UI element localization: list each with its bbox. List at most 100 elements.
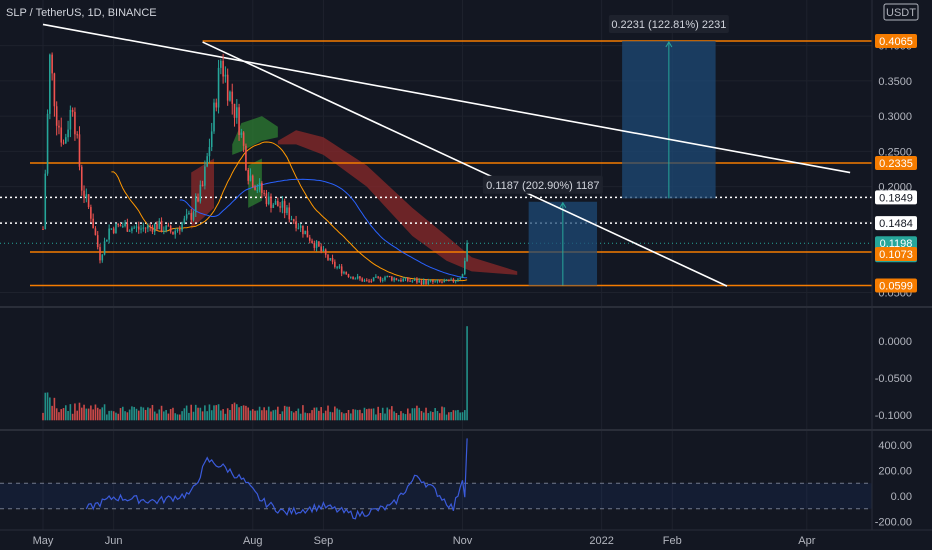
candle — [142, 227, 145, 229]
oscillator-tick-label: 400.00 — [878, 440, 912, 452]
candle — [249, 175, 252, 181]
volume-bar — [124, 411, 126, 421]
trendline-long[interactable] — [42, 23, 851, 174]
volume-bar — [247, 407, 249, 421]
candle — [256, 189, 259, 191]
volume-bar — [110, 410, 113, 421]
candle — [67, 129, 69, 138]
volume-bar — [361, 413, 363, 421]
price-tag-label: 0.4065 — [879, 36, 913, 48]
candle — [213, 102, 215, 132]
volume-bar — [404, 414, 407, 421]
volume-bar — [167, 413, 170, 421]
candle — [190, 213, 192, 220]
currency-button[interactable]: USDT — [883, 3, 919, 21]
candle — [452, 279, 455, 282]
volume-bar — [434, 408, 436, 421]
volume-bar — [267, 406, 270, 421]
volume-bar — [413, 408, 416, 421]
volume-bar — [354, 409, 357, 421]
candle — [183, 218, 186, 224]
price-tag — [875, 34, 917, 48]
volume-bar — [172, 407, 174, 421]
candle — [315, 241, 318, 248]
candle — [265, 193, 268, 205]
candle — [386, 275, 389, 278]
volume-bar — [407, 408, 409, 421]
volume-bar — [65, 405, 67, 421]
volume-bar — [67, 411, 69, 421]
volume-bar — [176, 414, 179, 421]
candle — [308, 237, 311, 241]
volume-bar — [96, 407, 99, 421]
volume-bar — [295, 411, 297, 421]
candle — [313, 243, 316, 248]
candle — [160, 220, 163, 232]
volume-bar — [69, 404, 72, 421]
volume-tick-label: -0.1000 — [875, 410, 912, 422]
pane-separators — [0, 0, 932, 531]
oscillator-tick-label: -200.00 — [875, 517, 912, 529]
time-tick-label: Jun — [105, 535, 123, 547]
candle — [322, 249, 325, 251]
candle — [324, 249, 327, 255]
annotation-label-bg — [482, 175, 603, 194]
price-tag-label: 0.1073 — [879, 249, 913, 261]
price-tag-label: 0.0599 — [879, 280, 913, 292]
axes: 0.40000.35000.30000.25000.20000.15000.05… — [33, 41, 912, 547]
candle — [158, 220, 161, 230]
candle — [432, 280, 434, 283]
candle — [370, 280, 373, 282]
candle — [320, 246, 322, 251]
volume-bar — [78, 402, 81, 421]
volume-bar — [293, 412, 295, 421]
volume-bar — [338, 409, 341, 421]
volume-bar — [286, 406, 288, 421]
time-tick-label: Nov — [453, 535, 473, 547]
volume-bar — [386, 407, 389, 421]
candle — [407, 277, 409, 281]
candle — [87, 194, 90, 208]
candle — [393, 278, 395, 281]
candle — [443, 280, 446, 283]
trendlines[interactable] — [42, 23, 851, 287]
volume-bar — [315, 407, 318, 421]
volume-bar — [450, 412, 452, 421]
candle — [240, 132, 243, 135]
candle — [42, 228, 44, 230]
candle — [153, 223, 156, 232]
candle — [340, 266, 343, 274]
symbol-title: SLP / TetherUS, 1D, BINANCE — [6, 7, 157, 19]
candle — [297, 227, 300, 229]
volume-bar — [459, 412, 462, 421]
volume-bar — [83, 404, 85, 421]
candle — [208, 147, 211, 157]
trendline-steep[interactable] — [202, 41, 728, 287]
candle — [96, 235, 99, 248]
volume-bar — [438, 413, 441, 421]
candle — [290, 219, 293, 221]
volume-bar — [279, 413, 281, 421]
candle — [350, 276, 352, 278]
candle — [377, 276, 379, 278]
volume-bar — [375, 414, 377, 421]
volume-bar — [51, 405, 53, 421]
moving-average-blue — [179, 178, 468, 279]
candle — [459, 277, 462, 280]
candle — [379, 277, 382, 281]
candle — [135, 226, 138, 228]
candle — [245, 145, 247, 170]
candle — [140, 228, 142, 230]
candle — [368, 280, 370, 282]
candle — [409, 280, 411, 282]
volume-bar — [345, 413, 348, 421]
volume-bar — [272, 410, 275, 421]
candle — [101, 254, 104, 261]
volume-bar — [149, 408, 151, 421]
measure-boxes[interactable] — [528, 41, 716, 286]
volume-bar — [206, 411, 208, 421]
volume-bar — [277, 406, 279, 421]
volume-bar — [290, 411, 293, 421]
volume-bar — [49, 397, 51, 421]
